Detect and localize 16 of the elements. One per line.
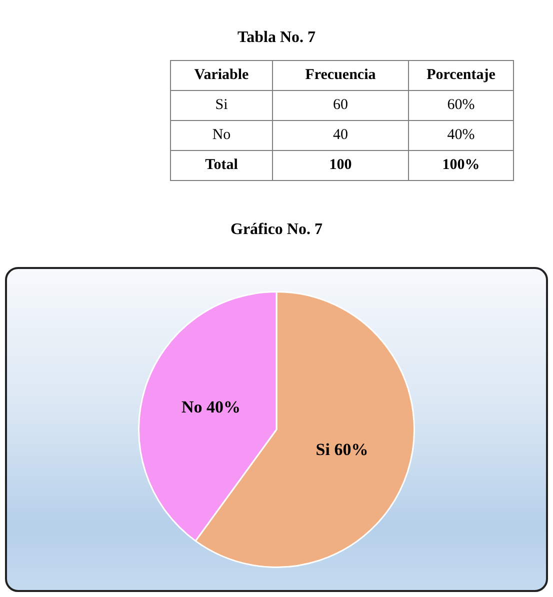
slice-label: Si 60% xyxy=(316,440,368,460)
text: Si xyxy=(170,90,272,120)
text: 60 xyxy=(272,90,408,120)
slice-label: No 40% xyxy=(181,398,241,417)
text: 40% xyxy=(408,120,514,150)
text: 60% xyxy=(408,90,514,120)
text: Porcentaje xyxy=(408,60,514,90)
text: Total xyxy=(170,150,272,180)
text: No xyxy=(170,120,272,150)
chart-title: Gráfico No. 7 xyxy=(230,221,324,239)
text: 100 xyxy=(272,150,408,180)
text: Tabla No. 7 xyxy=(236,29,317,47)
text: 40 xyxy=(272,120,408,150)
text: Frecuencia xyxy=(272,60,408,90)
text: 100% xyxy=(408,150,514,180)
text: Variable xyxy=(170,60,272,90)
